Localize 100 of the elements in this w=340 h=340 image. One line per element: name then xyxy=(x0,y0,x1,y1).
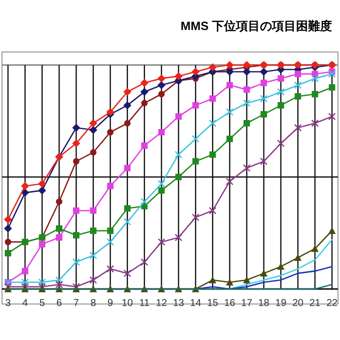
point xyxy=(124,218,132,226)
x-tick-label: 17 xyxy=(241,298,253,309)
point xyxy=(277,262,285,270)
point xyxy=(38,186,46,194)
x-tick-label: 20 xyxy=(292,298,304,309)
point xyxy=(73,207,80,214)
point xyxy=(328,70,336,78)
point xyxy=(56,225,62,232)
point xyxy=(311,244,319,252)
chart-title: MMS 下位項目の項目困難度 xyxy=(180,19,332,33)
point xyxy=(22,268,28,274)
point xyxy=(244,86,250,93)
point xyxy=(328,84,336,91)
point xyxy=(260,68,268,76)
point xyxy=(55,280,63,288)
point xyxy=(141,142,148,149)
point xyxy=(174,72,183,80)
point xyxy=(312,90,318,98)
point xyxy=(123,101,132,110)
point xyxy=(226,178,234,186)
x-tick-label: 5 xyxy=(39,298,46,309)
point xyxy=(106,265,114,273)
point xyxy=(242,99,251,107)
x-tick-label: 8 xyxy=(90,298,96,309)
point xyxy=(260,80,267,86)
point xyxy=(124,120,131,126)
point xyxy=(124,205,131,212)
point xyxy=(140,258,148,266)
point xyxy=(38,241,46,248)
x-tick-label: 9 xyxy=(108,298,114,309)
x-tick-label: 21 xyxy=(309,298,321,309)
point xyxy=(192,102,199,109)
point xyxy=(174,234,182,242)
point xyxy=(294,81,302,89)
point xyxy=(124,270,132,278)
point xyxy=(208,206,216,214)
point xyxy=(226,108,234,116)
point xyxy=(294,93,302,100)
point xyxy=(89,119,98,128)
point xyxy=(158,238,166,246)
point xyxy=(72,258,80,266)
point xyxy=(90,228,96,234)
point xyxy=(141,100,148,106)
point xyxy=(4,216,12,224)
point xyxy=(73,232,80,238)
point xyxy=(157,74,166,82)
point xyxy=(192,214,200,222)
point xyxy=(260,94,268,102)
point xyxy=(192,68,200,76)
point xyxy=(90,149,96,156)
point xyxy=(208,63,217,72)
point xyxy=(89,126,98,134)
point xyxy=(311,74,319,82)
point xyxy=(73,158,80,165)
point xyxy=(328,112,336,120)
x-tick-label: 3 xyxy=(5,298,12,309)
point xyxy=(90,207,96,214)
point xyxy=(4,238,12,246)
point xyxy=(260,270,268,277)
x-tick-label: 12 xyxy=(156,298,168,309)
point xyxy=(106,238,114,246)
point xyxy=(89,252,98,260)
point xyxy=(56,198,62,205)
point xyxy=(244,120,250,126)
point xyxy=(278,102,284,109)
x-tick-label: 15 xyxy=(207,298,219,309)
point xyxy=(72,139,80,148)
point xyxy=(72,124,80,132)
point xyxy=(209,151,216,158)
point xyxy=(226,61,234,69)
point xyxy=(55,276,63,284)
point xyxy=(226,68,234,76)
point xyxy=(107,228,114,234)
point xyxy=(157,81,166,90)
x-tick-label: 16 xyxy=(224,298,236,309)
point xyxy=(140,198,148,206)
point xyxy=(158,180,166,188)
x-tick-label: 19 xyxy=(275,298,287,309)
point xyxy=(311,119,319,128)
point xyxy=(242,164,251,172)
point xyxy=(328,227,336,234)
point xyxy=(158,90,165,98)
x-tick-label: 10 xyxy=(122,298,134,309)
point xyxy=(56,234,62,241)
point xyxy=(243,276,250,284)
point xyxy=(226,82,233,88)
point xyxy=(21,182,30,190)
point xyxy=(107,182,114,190)
point xyxy=(242,68,251,76)
x-tick-label: 13 xyxy=(172,298,185,309)
x-tick-label: 6 xyxy=(56,298,62,309)
point xyxy=(4,282,12,291)
point xyxy=(38,282,46,291)
point xyxy=(140,78,148,87)
x-tick-label: 7 xyxy=(73,298,80,309)
point xyxy=(294,254,302,261)
x-tick-label: 14 xyxy=(190,298,202,309)
point xyxy=(192,158,199,165)
point xyxy=(4,250,12,256)
point xyxy=(4,224,12,233)
